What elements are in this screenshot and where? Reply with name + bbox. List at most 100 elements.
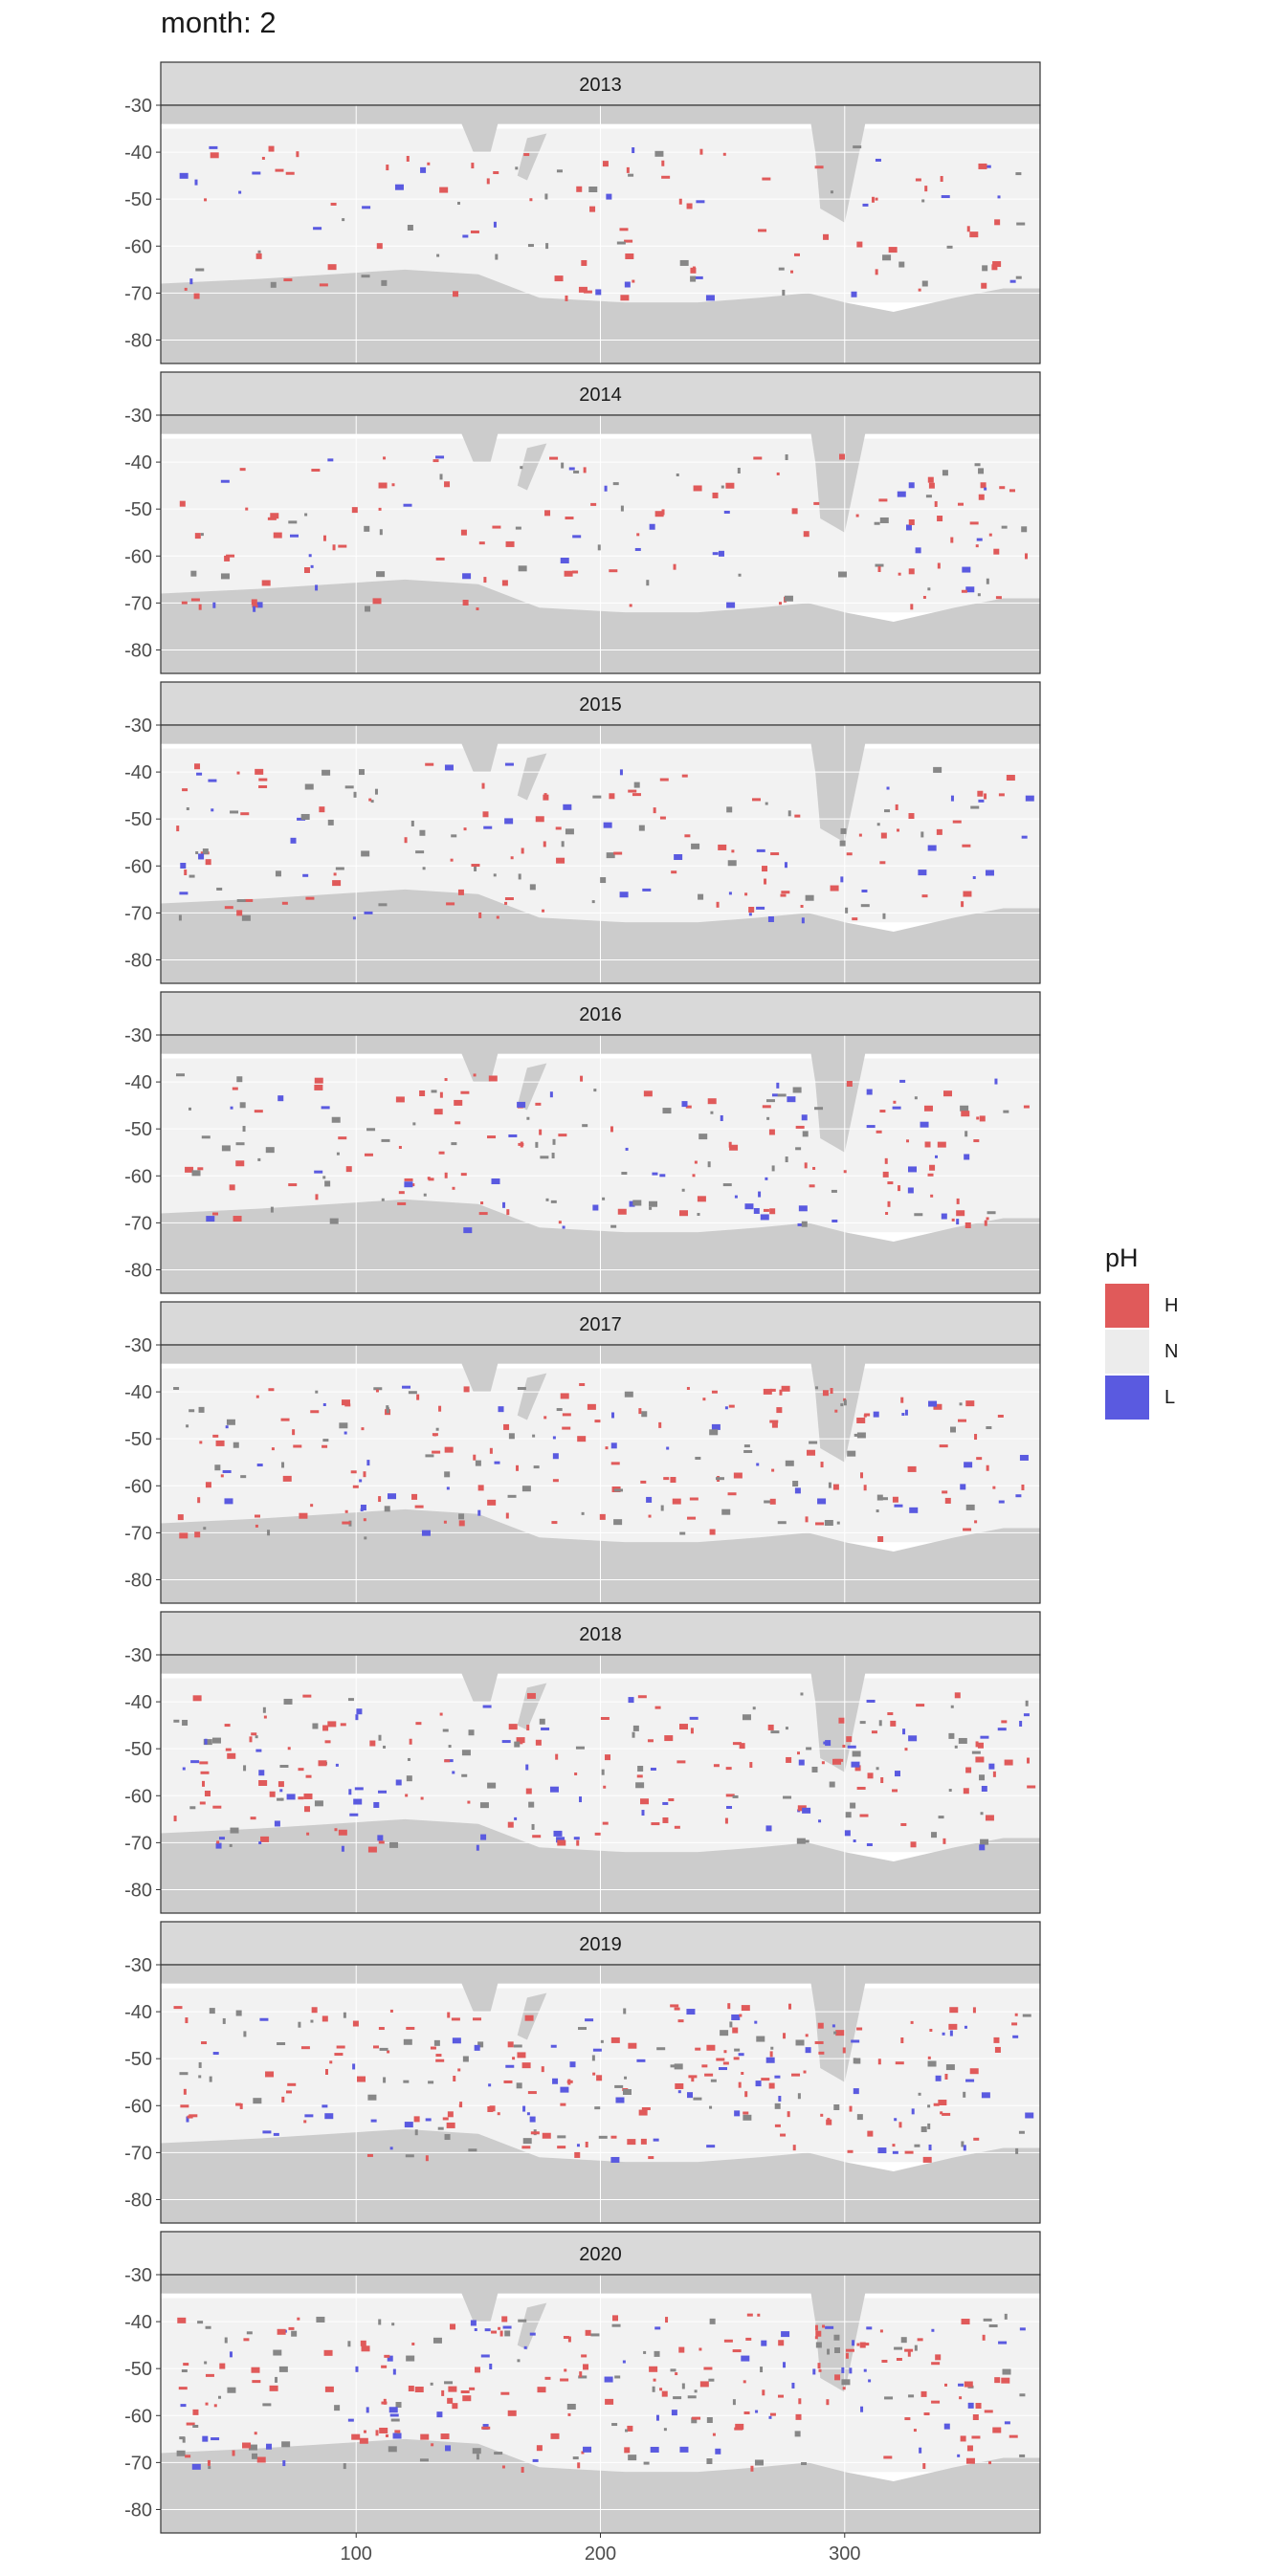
heatmap-cell (818, 2051, 825, 2055)
heatmap-cell (205, 1482, 211, 1488)
heatmap-cell (937, 1141, 946, 1148)
heatmap-cell (625, 1147, 629, 1151)
heatmap-cell (842, 2047, 846, 2054)
heatmap-cell (600, 1716, 610, 1720)
heatmap-cell (956, 1198, 960, 1204)
heatmap-cell (822, 2324, 826, 2328)
heatmap-cell (957, 2454, 961, 2457)
heatmap-cell (964, 1154, 970, 1160)
heatmap-cell (201, 2041, 208, 2045)
heatmap-cell (876, 1509, 879, 1513)
heatmap-cell (363, 1471, 366, 1478)
heatmap-cell (815, 1522, 825, 1526)
heatmap-cell (839, 840, 846, 847)
heatmap-cell (562, 1426, 571, 1430)
heatmap-cell (663, 1477, 670, 1481)
heatmap-cell (834, 2374, 841, 2381)
y-tick-label: -30 (124, 406, 152, 427)
heatmap-cell (364, 1536, 367, 1540)
heatmap-cell (748, 907, 755, 914)
heatmap-cell (815, 1386, 819, 1390)
heatmap-cell (921, 894, 928, 898)
heatmap-cell (246, 2331, 253, 2335)
heatmap-cell (606, 852, 615, 859)
heatmap-cell (935, 2075, 942, 2081)
heatmap-cell (748, 913, 752, 916)
heatmap-cell (948, 1732, 955, 1739)
heatmap-cell (444, 1446, 454, 1453)
heatmap-cell (634, 547, 641, 551)
heatmap-cell (204, 2361, 208, 2365)
heatmap-cell (648, 1514, 652, 1518)
heatmap-cell (733, 1472, 743, 1479)
heatmap-cell (437, 2126, 444, 2130)
heatmap-cell (892, 1106, 901, 1110)
heatmap-cell (671, 2410, 677, 2416)
heatmap-cell (628, 2042, 637, 2049)
heatmap-cell (829, 1781, 835, 1788)
heatmap-cell (832, 1758, 842, 1765)
heatmap-cell (508, 1724, 518, 1730)
heatmap-cell (448, 1745, 452, 1749)
heatmap-cell (632, 1725, 639, 1731)
heatmap-cell (419, 829, 426, 836)
heatmap-cell (833, 2104, 840, 2111)
y-tick-label: -40 (124, 762, 152, 783)
heatmap-cell (381, 1138, 390, 1142)
heatmap-cell (673, 2396, 682, 2400)
heatmap-cell (421, 1530, 431, 1536)
heatmap-cell (544, 2376, 551, 2380)
heatmap-cell (514, 1816, 518, 1820)
heatmap-cell (304, 2114, 314, 2118)
heatmap-cell (435, 2059, 445, 2062)
heatmap-cell (180, 2404, 187, 2408)
heatmap-cell (432, 1450, 441, 1454)
heatmap-cell (693, 2097, 702, 2101)
heatmap-cell (375, 1389, 379, 1393)
heatmap-cell (362, 206, 371, 209)
heatmap-cell (904, 1409, 908, 1416)
heatmap-cell (521, 1486, 531, 1492)
heatmap-cell (493, 171, 499, 175)
heatmap-cell (504, 897, 514, 901)
heatmap-cell (561, 462, 565, 469)
heatmap-cell (238, 190, 242, 194)
heatmap-cell (1025, 795, 1034, 802)
heatmap-cell (322, 535, 326, 541)
heatmap-cell (915, 178, 921, 182)
heatmap-cell (862, 203, 869, 207)
australia-land (454, 1655, 503, 1703)
heatmap-cell (814, 2336, 818, 2340)
heatmap-cell (994, 2377, 1001, 2384)
heatmap-cell (972, 2414, 979, 2421)
heatmap-cell (851, 1761, 860, 1768)
heatmap-cell (182, 1719, 188, 1726)
heatmap-cell (220, 479, 230, 483)
heatmap-cell (1018, 2130, 1025, 2134)
heatmap-cell (576, 2144, 580, 2147)
heatmap-cell (936, 828, 942, 835)
heatmap-cell (587, 1403, 596, 1410)
heatmap-cell (526, 2112, 530, 2116)
heatmap-cell (208, 2466, 211, 2470)
heatmap-cell (494, 2452, 503, 2455)
heatmap-cell (293, 1444, 302, 1448)
heatmap-cell (718, 844, 727, 850)
heatmap-cell (797, 2093, 801, 2100)
heatmap-cell (216, 887, 223, 891)
y-tick-label: -80 (124, 2499, 152, 2521)
heatmap-cell (507, 1821, 514, 1828)
heatmap-cell (282, 1475, 292, 1482)
heatmap-cell (322, 1439, 329, 1442)
heatmap-cell (525, 1764, 529, 1771)
heatmap-cell (516, 2082, 522, 2089)
heatmap-cell (697, 1196, 706, 1202)
heatmap-cell (721, 485, 724, 489)
heatmap-cell (1004, 2313, 1008, 2320)
heatmap-cell (648, 2156, 654, 2160)
heatmap-cell (663, 2428, 667, 2432)
south-america-land (808, 1035, 870, 1153)
heatmap-cell (1019, 2393, 1026, 2397)
heatmap-cell (944, 1497, 951, 1504)
heatmap-cell (637, 1695, 647, 1699)
